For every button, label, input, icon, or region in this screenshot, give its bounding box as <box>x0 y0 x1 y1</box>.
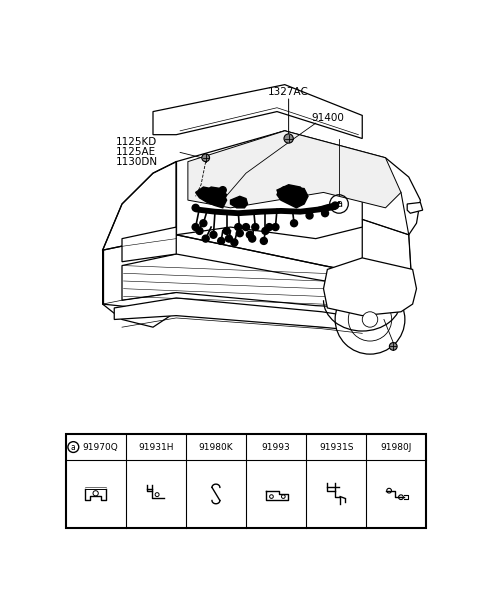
Text: 91993: 91993 <box>262 443 290 451</box>
Circle shape <box>235 224 242 231</box>
Polygon shape <box>362 219 413 312</box>
Circle shape <box>272 224 279 231</box>
Text: 1327AC: 1327AC <box>268 87 309 97</box>
Circle shape <box>202 154 210 161</box>
Polygon shape <box>277 185 306 205</box>
Circle shape <box>262 228 269 234</box>
Polygon shape <box>188 131 401 208</box>
Polygon shape <box>407 202 423 213</box>
Polygon shape <box>122 254 362 308</box>
Circle shape <box>218 238 225 244</box>
Text: 1129ED: 1129ED <box>365 299 406 309</box>
Polygon shape <box>196 187 227 208</box>
Circle shape <box>219 186 226 194</box>
Circle shape <box>389 343 397 350</box>
Circle shape <box>192 205 199 211</box>
Text: 91931S: 91931S <box>319 443 353 451</box>
Circle shape <box>223 228 230 234</box>
Circle shape <box>335 285 405 354</box>
Circle shape <box>246 231 253 238</box>
Circle shape <box>200 220 207 227</box>
Polygon shape <box>103 161 176 327</box>
Polygon shape <box>153 85 362 138</box>
Circle shape <box>210 231 217 238</box>
Circle shape <box>231 239 238 246</box>
Circle shape <box>362 312 378 327</box>
Text: 91970Q: 91970Q <box>83 443 119 451</box>
Circle shape <box>306 212 313 219</box>
Circle shape <box>202 235 209 242</box>
Polygon shape <box>277 187 308 208</box>
Bar <box>66 434 426 528</box>
Polygon shape <box>114 298 362 331</box>
Circle shape <box>252 224 259 231</box>
Circle shape <box>212 189 218 196</box>
Polygon shape <box>103 235 362 327</box>
Polygon shape <box>204 187 227 202</box>
Text: 1125AE: 1125AE <box>116 147 156 157</box>
Circle shape <box>226 235 232 242</box>
Text: 91400: 91400 <box>311 113 344 123</box>
Text: 1125KD: 1125KD <box>116 138 157 147</box>
Circle shape <box>192 224 199 231</box>
Circle shape <box>332 202 338 209</box>
Circle shape <box>322 209 328 217</box>
Text: a: a <box>71 443 76 451</box>
Circle shape <box>249 235 256 242</box>
Text: 1130DN: 1130DN <box>116 157 158 167</box>
Text: 91980J: 91980J <box>381 443 412 451</box>
Circle shape <box>236 230 243 237</box>
Circle shape <box>297 189 304 196</box>
Polygon shape <box>324 258 417 315</box>
Text: 91980K: 91980K <box>199 443 233 451</box>
Text: a: a <box>336 199 342 209</box>
Polygon shape <box>122 227 176 262</box>
Circle shape <box>281 186 288 194</box>
Circle shape <box>290 220 298 227</box>
Circle shape <box>260 238 267 244</box>
Circle shape <box>196 228 203 234</box>
Polygon shape <box>176 131 362 239</box>
Circle shape <box>284 134 293 143</box>
Text: 91931H: 91931H <box>138 443 174 451</box>
Circle shape <box>242 224 250 231</box>
Polygon shape <box>230 196 248 208</box>
Circle shape <box>266 224 273 231</box>
